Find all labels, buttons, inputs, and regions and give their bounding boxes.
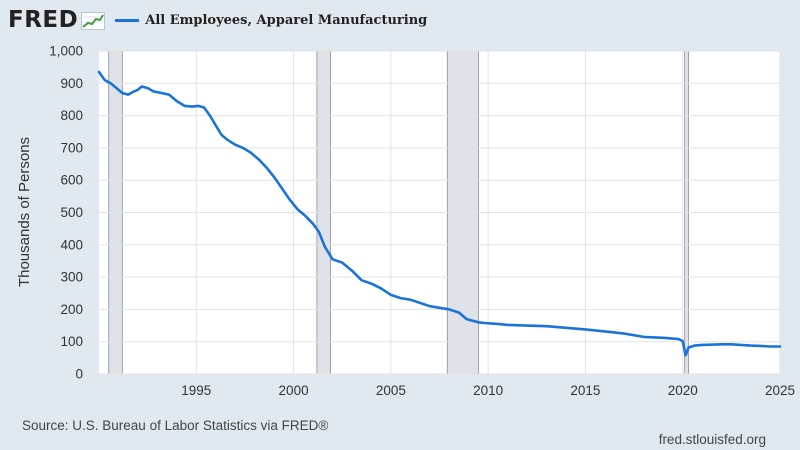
legend-series-title[interactable]: All Employees, Apparel Manufacturing <box>145 12 428 28</box>
grid-lines <box>99 50 781 375</box>
y-tick-label: 700 <box>60 140 83 155</box>
x-tick-label: 2015 <box>570 383 600 398</box>
x-tick-label: 2000 <box>279 383 309 398</box>
y-tick-label: 400 <box>60 237 83 252</box>
x-tick-label: 2010 <box>473 383 503 398</box>
y-tick-label: 900 <box>60 76 83 91</box>
source-note: Source: U.S. Bureau of Labor Statistics … <box>22 418 329 433</box>
y-tick-label: 100 <box>60 334 83 349</box>
chart-header: FRED All Employees, Apparel Manufacturin… <box>8 6 427 34</box>
fred-logo[interactable]: FRED <box>8 6 79 33</box>
y-tick-label: 1,000 <box>49 44 83 59</box>
series-layer <box>97 70 782 357</box>
x-tick-label: 2020 <box>668 383 698 398</box>
fred-url[interactable]: fred.stlouisfed.org <box>658 432 766 447</box>
y-tick-label: 0 <box>75 367 83 382</box>
y-tick-label: 500 <box>60 205 83 220</box>
line-chart-icon <box>81 12 106 30</box>
y-tick-label: 300 <box>60 270 83 285</box>
x-tick-label: 1995 <box>181 383 211 398</box>
x-axis-ticks: 1995 2000 2005 2010 2015 2020 2025 <box>181 383 795 398</box>
y-axis-ticks: 0 100 200 300 400 500 600 700 800 900 1,000 <box>49 44 83 382</box>
x-tick-label: 2005 <box>376 383 406 398</box>
legend-swatch <box>115 18 140 22</box>
series-line[interactable] <box>97 70 782 357</box>
y-tick-label: 800 <box>60 108 83 123</box>
y-axis-label: Thousands of Persons <box>16 137 33 287</box>
y-tick-label: 600 <box>60 173 83 188</box>
y-tick-label: 200 <box>60 302 83 317</box>
x-tick-label: 2025 <box>765 383 795 398</box>
